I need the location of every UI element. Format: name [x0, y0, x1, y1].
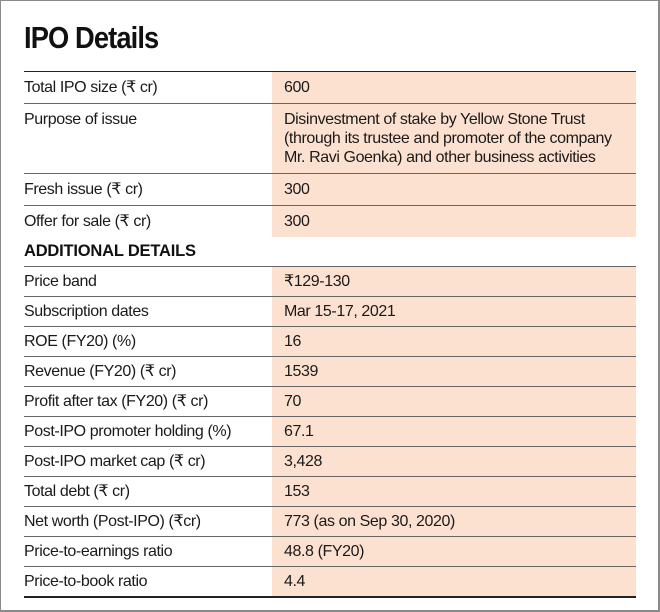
- page-title: IPO Details: [24, 20, 159, 55]
- table-row: Total debt (₹ cr) 153: [24, 477, 636, 507]
- section-heading: ADDITIONAL DETAILS: [24, 237, 636, 267]
- row-label: Purpose of issue: [24, 111, 137, 128]
- row-label: Total IPO size (₹ cr): [24, 79, 158, 96]
- row-value: 1539: [272, 357, 636, 386]
- row-label: Post-IPO market cap (₹ cr): [24, 453, 206, 470]
- row-value: 600: [272, 72, 636, 103]
- table-row: Post-IPO promoter holding (%) 67.1: [24, 417, 636, 447]
- row-label: Post-IPO promoter holding (%): [24, 423, 232, 440]
- table-row: Purpose of issue Disinvestment of stake b…: [24, 104, 636, 174]
- row-label: Fresh issue (₹ cr): [24, 181, 143, 198]
- main-rows: Total IPO size (₹ cr) 600 Purpose of issue…: [24, 72, 636, 237]
- row-value: 153: [272, 477, 636, 506]
- row-value: 300: [272, 206, 636, 237]
- table-row: ROE (FY20) (%) 16: [24, 327, 636, 357]
- row-value: Mar 15-17, 2021: [272, 297, 636, 326]
- row-value: 3,428: [272, 447, 636, 476]
- row-value: 48.8 (FY20): [272, 537, 636, 566]
- row-value: 300: [272, 174, 636, 205]
- row-value: Disinvestment of stake by Yellow Stone T…: [272, 104, 636, 173]
- row-value: 67.1: [272, 417, 636, 446]
- row-value: 70: [272, 387, 636, 416]
- table-row: Price-to-earnings ratio 48.8 (FY20): [24, 537, 636, 567]
- additional-rows: Price band ₹129-130 Subscription dates Mar …: [24, 267, 636, 596]
- row-label: Offer for sale (₹ cr): [24, 213, 151, 230]
- row-label: Price band: [24, 273, 97, 290]
- row-value: 773 (as on Sep 30, 2020): [272, 507, 636, 536]
- row-value: 4.4: [272, 567, 636, 596]
- row-label: Net worth (Post-IPO) (₹cr): [24, 513, 201, 530]
- table-row: Offer for sale (₹ cr) 300: [24, 206, 636, 237]
- row-label: Price-to-earnings ratio: [24, 543, 173, 560]
- table-row: Total IPO size (₹ cr) 600: [24, 72, 636, 104]
- table-row: Fresh issue (₹ cr) 300: [24, 174, 636, 206]
- row-label: Subscription dates: [24, 303, 149, 320]
- table-row: Post-IPO market cap (₹ cr) 3,428: [24, 447, 636, 477]
- row-label: ROE (FY20) (%): [24, 333, 136, 350]
- row-label: Total debt (₹ cr): [24, 483, 130, 500]
- table-row: Price band ₹129-130: [24, 267, 636, 297]
- table-row: Profit after tax (FY20) (₹ cr) 70: [24, 387, 636, 417]
- row-label: Revenue (FY20) (₹ cr): [24, 363, 177, 380]
- row-value: ₹129-130: [272, 267, 636, 296]
- table-row: Net worth (Post-IPO) (₹cr) 773 (as on Sep…: [24, 507, 636, 537]
- row-value: 16: [272, 327, 636, 356]
- table-row: Price-to-book ratio 4.4: [24, 567, 636, 596]
- table-row: Revenue (FY20) (₹ cr) 1539: [24, 357, 636, 387]
- table-row: Subscription dates Mar 15-17, 2021: [24, 297, 636, 327]
- row-label: Profit after tax (FY20) (₹ cr): [24, 393, 208, 410]
- row-label: Price-to-book ratio: [24, 573, 148, 590]
- ipo-details-table: Total IPO size (₹ cr) 600 Purpose of issue…: [24, 71, 636, 598]
